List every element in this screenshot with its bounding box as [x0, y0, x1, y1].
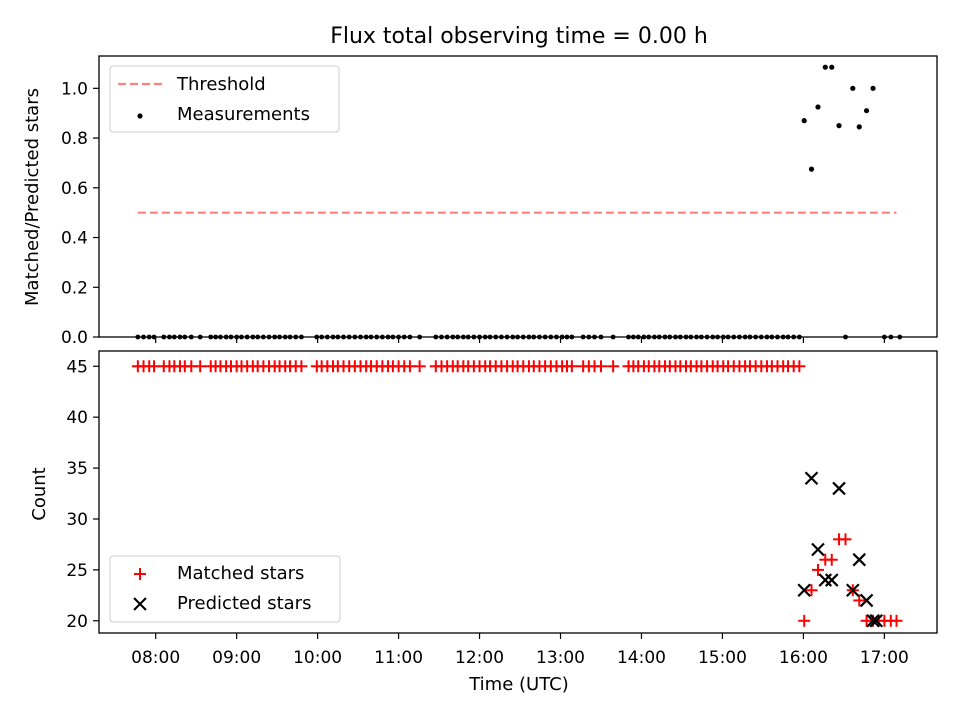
ratio-y-tick-label: 0.6 — [61, 179, 88, 199]
matched-star-point — [607, 360, 620, 373]
count-legend-box — [109, 555, 341, 623]
legend-predicted-swatch — [133, 597, 147, 611]
legend-predicted-label: Predicted stars — [177, 593, 311, 614]
ratio-y-ticks: 0.0 0.2 0.4 0.6 0.8 1.0 — [61, 79, 99, 348]
measurement-point — [829, 64, 835, 70]
predicted-star-point — [859, 593, 874, 608]
matched-star-point — [565, 360, 578, 373]
ratio-panel: 0.0 0.2 0.4 0.6 0.8 1.0 Matched/Predicted sta… — [22, 55, 938, 348]
count-x-tick-label: 11:00 — [374, 648, 423, 668]
ratio-legend: Threshold Measurements — [109, 65, 340, 133]
count-y-tick-label: 25 — [66, 561, 88, 581]
count-x-tick-label: 16:00 — [779, 648, 828, 668]
count-y-tick-label: 20 — [66, 612, 88, 632]
count-x-tick-label: 09:00 — [212, 648, 261, 668]
count-y-axis-label: Count — [29, 467, 50, 520]
predicted-star-point — [866, 614, 880, 628]
measurement-point — [856, 124, 862, 130]
legend-matched-label: Matched stars — [177, 563, 304, 584]
measurement-point — [808, 166, 815, 172]
ratio-y-tick-label: 0.2 — [61, 278, 88, 298]
count-y-tick-label: 40 — [66, 408, 88, 428]
matched-star-point — [295, 360, 308, 373]
matched-star-point — [853, 594, 866, 607]
predicted-star-point — [846, 583, 860, 598]
matched-star-point — [413, 360, 426, 373]
count-y-tick-label: 45 — [66, 357, 88, 377]
legend-threshold-label: Threshold — [176, 74, 266, 95]
count-y-ticks: 20 25 30 35 40 45 — [66, 357, 99, 632]
measurement-point — [815, 104, 821, 110]
count-y-tick-label: 30 — [66, 510, 88, 530]
count-x-tick-label: 17:00 — [860, 648, 909, 668]
predicted-star-point — [869, 614, 884, 628]
matched-star-point — [805, 584, 818, 597]
measurement-point — [822, 64, 828, 70]
legend-measurements-swatch — [137, 113, 143, 119]
measurement-point — [863, 108, 870, 114]
legend-measurements-label: Measurements — [177, 104, 310, 125]
predicted-star-point — [797, 583, 811, 598]
count-x-axis-label: Time (UTC) — [468, 674, 569, 695]
count-x-tick-label: 08:00 — [131, 648, 180, 668]
ratio-legend-box — [109, 65, 340, 133]
ratio-x-ticks — [155, 337, 885, 343]
ratio-y-tick-label: 0.0 — [61, 328, 88, 348]
count-panel-frame — [98, 350, 938, 634]
matched-star-point — [194, 360, 207, 373]
count-x-tick-label: 12:00 — [455, 648, 504, 668]
ratio-y-tick-label: 0.8 — [61, 129, 88, 149]
legend-matched-swatch — [134, 568, 146, 580]
count-x-tick-label: 14:00 — [617, 648, 666, 668]
predicted-star-point — [824, 573, 839, 587]
matched-star-point — [839, 533, 852, 546]
matched-star-point — [594, 360, 607, 373]
measurement-point — [801, 118, 807, 124]
count-legend: Matched stars Predicted stars — [109, 555, 341, 623]
count-x-ticks: 08:00 09:00 10:00 11:00 12:00 13:00 14:00 15:00… — [131, 633, 909, 668]
measurement-point — [870, 85, 876, 91]
count-x-tick-label: 10:00 — [293, 648, 342, 668]
count-x-tick-label: 15:00 — [698, 648, 747, 668]
measurement-point — [836, 123, 842, 129]
measurement-point — [850, 85, 856, 91]
ratio-y-tick-label: 0.4 — [61, 229, 88, 249]
count-x-tick-label: 13:00 — [536, 648, 585, 668]
figure-title: Flux total observing time = 0.00 h — [330, 24, 708, 49]
count-marks — [131, 360, 903, 628]
count-panel: 20 25 30 35 40 45 08:00 09:00 10:00 11:00 12:00 13… — [29, 350, 938, 695]
matched-star-point — [811, 563, 824, 576]
predicted-star-point — [852, 552, 867, 567]
ratio-y-tick-label: 1.0 — [61, 79, 88, 99]
predicted-star-point — [804, 471, 819, 486]
count-y-tick-label: 35 — [66, 459, 88, 479]
predicted-star-point — [811, 542, 825, 557]
matched-star-point — [825, 553, 838, 566]
ratio-panel-frame — [98, 55, 938, 338]
matched-star-point — [793, 360, 806, 373]
ratio-y-axis-label: Matched/Predicted stars — [22, 88, 43, 306]
matched-star-point — [798, 614, 811, 627]
matched-star-point — [890, 614, 903, 627]
predicted-star-point — [832, 481, 846, 496]
